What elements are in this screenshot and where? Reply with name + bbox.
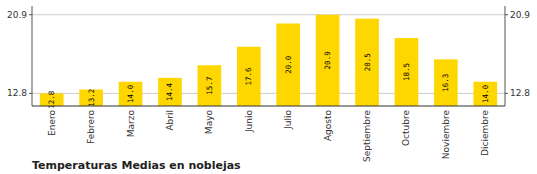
data-label: 18.5 [402, 63, 411, 81]
y2-axis-line [505, 6, 506, 106]
data-label: 14.4 [165, 82, 174, 101]
data-label: 17.6 [244, 67, 253, 86]
y2-tick [505, 93, 508, 94]
y-tick [29, 93, 32, 94]
bar [434, 59, 458, 106]
x-tick-label: Octubre [401, 110, 411, 146]
x-tick-label: Enero [47, 110, 57, 136]
bar [79, 89, 103, 106]
chart: 12.8 13.2 14.0 14.4 15.7 17.6 20.0 20.9 20.5 18.5… [0, 0, 537, 174]
x-tick-label: Diciembre [480, 110, 490, 156]
data-label: 14.0 [126, 84, 135, 103]
x-tick-label: Febrero [86, 110, 96, 144]
bar [395, 38, 419, 106]
bars [40, 15, 497, 106]
data-label: 14.0 [481, 84, 490, 103]
x-tick-label: Mayo [204, 110, 214, 135]
bar [119, 82, 143, 106]
bar [158, 78, 182, 106]
data-label: 20.0 [284, 55, 293, 74]
y-axis-line [32, 6, 33, 106]
data-label: 13.2 [87, 89, 96, 107]
y2-tick [505, 14, 508, 15]
data-label: 16.3 [441, 74, 450, 92]
y2-tick-label: 12.8 [510, 88, 530, 98]
x-tick-label: Agosto [323, 110, 333, 142]
y-tick-label: 12.8 [7, 88, 27, 98]
x-tick-label: Septiembre [362, 110, 372, 163]
bar [316, 15, 340, 106]
x-tick-label: Noviembre [441, 110, 451, 160]
bar [198, 65, 222, 106]
x-axis-line [32, 105, 505, 106]
bar [473, 82, 497, 106]
x-tick-label: Junio [244, 110, 254, 134]
data-label: 15.7 [205, 77, 214, 95]
data-label: 20.5 [363, 53, 372, 71]
x-tick-label: Julio [283, 110, 293, 130]
y-tick [29, 14, 32, 15]
grid-line [32, 14, 505, 15]
bar [237, 47, 261, 106]
bar [355, 19, 379, 106]
title: Temperaturas Medias en noblejas [32, 159, 241, 172]
y-tick-label: 20.9 [7, 10, 27, 20]
x-tick-label: Abril [165, 110, 175, 131]
chart-container: 12.8 13.2 14.0 14.4 15.7 17.6 20.0 20.9 20.5 18.5… [0, 0, 537, 174]
y2-tick-label: 20.9 [510, 10, 530, 20]
x-tick-label: Marzo [126, 110, 136, 138]
bar [276, 23, 300, 106]
data-label: 20.9 [323, 51, 332, 69]
